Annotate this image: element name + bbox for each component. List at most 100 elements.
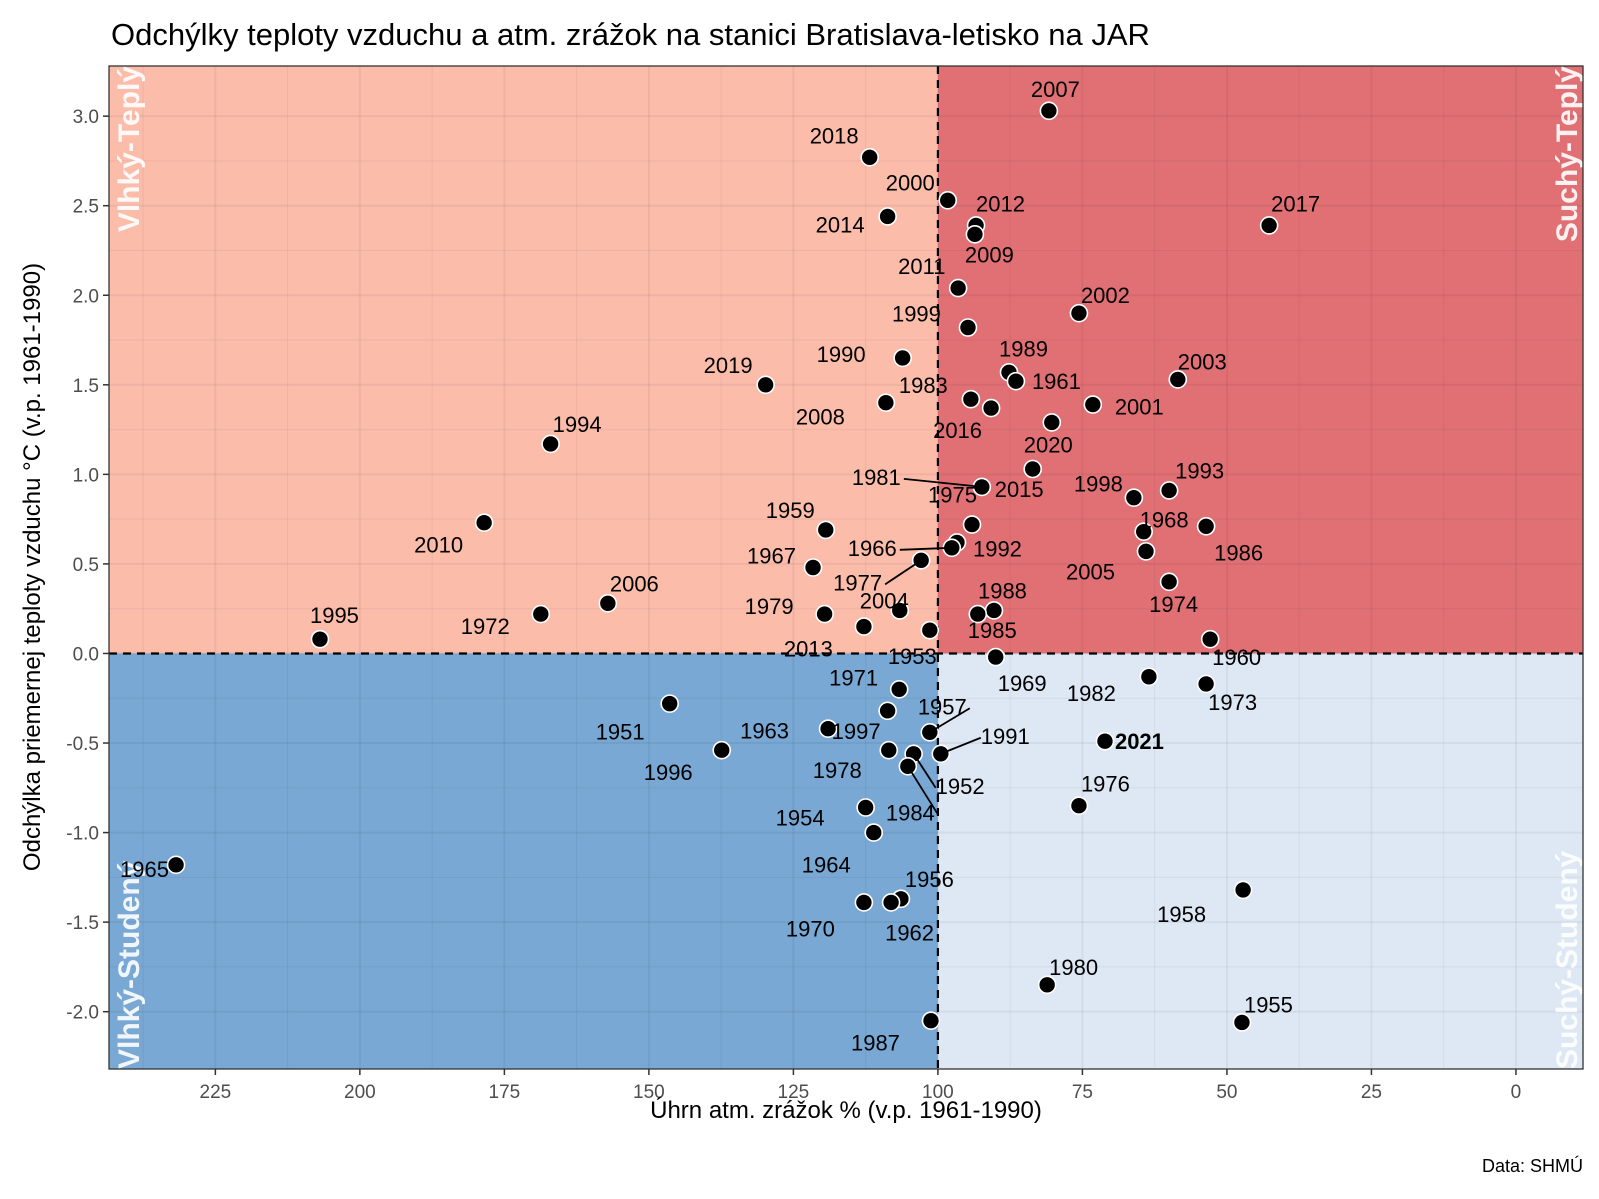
data-point-2020 [1042, 413, 1062, 432]
point-label-1976: 1976 [1081, 772, 1130, 797]
point-label-1965: 1965 [120, 857, 169, 882]
point-label-1988: 1988 [978, 578, 1027, 603]
quadrant-suchy-studeny [937, 653, 1583, 1069]
point-label-1997: 1997 [832, 719, 881, 744]
data-point-1975 [962, 515, 982, 534]
data-point-2009 [965, 225, 985, 244]
point-label-2009: 2009 [965, 242, 1014, 267]
chart-title: Odchýlky teploty vzduchu a atm. zrážok n… [111, 17, 1150, 52]
data-point-2013 [854, 617, 874, 636]
point-label-1998: 1998 [1074, 472, 1123, 497]
data-point-1961 [1006, 371, 1026, 391]
y-axis: -2.0 -1.5 -1.0 -0.5 0.0 0.5 1.0 1.5 2.0 2.5 3.0 [66, 107, 109, 1024]
data-point-1978 [879, 740, 899, 760]
label-connector [929, 707, 971, 734]
data-point-2003 [1168, 370, 1188, 389]
x-axis: 225 200 175 150 125 100 75 50 25 0 [200, 1069, 1521, 1103]
data-point-1994 [541, 434, 560, 454]
data-point-1973 [1196, 674, 1216, 694]
point-label-2005: 2005 [1066, 559, 1115, 584]
point-label-1951: 1951 [596, 720, 645, 745]
data-point-1963 [818, 719, 838, 738]
x-axis-title: Úhrn atm. zrážok % (v.p. 1961-1990) [650, 1097, 1042, 1124]
data-point-1987 [921, 1011, 941, 1030]
data-point-1958 [1233, 880, 1253, 900]
data-point-1974 [1159, 572, 1179, 592]
point-label-1963: 1963 [740, 719, 789, 744]
y-tick-label: -0.5 [66, 734, 99, 755]
point-label-2017: 2017 [1271, 191, 1320, 216]
y-tick-label: -1.0 [66, 824, 99, 845]
data-point-1969 [986, 647, 1006, 667]
point-label-1979: 1979 [745, 594, 794, 619]
data-point-1954 [856, 798, 875, 817]
data-point-1995 [310, 629, 330, 649]
point-labels: 2007 2018 2000 2014 2012 2009 2017 2011 2002 1999… [120, 77, 1320, 1056]
data-point-2019 [756, 375, 775, 395]
point-label-2021: 2021 [1115, 729, 1164, 754]
point-label-1969: 1969 [998, 671, 1047, 696]
data-point-1951 [660, 694, 679, 713]
point-label-2007: 2007 [1031, 77, 1080, 102]
data-point-2000 [938, 191, 958, 210]
data-point-2010 [474, 513, 494, 533]
y-tick-label: 0.0 [73, 644, 99, 665]
point-label-1981: 1981 [852, 465, 901, 490]
data-point-2016 [981, 398, 1001, 418]
point-label-1968: 1968 [1140, 508, 1189, 533]
point-label-1962: 1962 [885, 920, 934, 945]
point-label-1971: 1971 [829, 665, 878, 690]
point-label-1952: 1952 [936, 774, 985, 799]
data-point-1970 [854, 893, 874, 912]
point-label-1970: 1970 [786, 916, 835, 941]
data-point-1971 [889, 679, 909, 699]
point-label-2002: 2002 [1081, 283, 1130, 308]
quadrant-label-vlhky-studeny: Vlhký-Studený [113, 860, 146, 1069]
data-point-1993 [1159, 481, 1179, 500]
point-label-1999: 1999 [892, 301, 941, 326]
data-point-1959 [816, 520, 836, 540]
x-tick-label: 150 [633, 1082, 665, 1103]
point-label-2006: 2006 [610, 571, 659, 596]
data-point-2018 [860, 148, 879, 167]
x-tick-label: 225 [200, 1082, 232, 1103]
point-label-2011: 2011 [898, 254, 945, 279]
x-tick-label: 25 [1361, 1082, 1382, 1103]
label-connector [899, 546, 952, 551]
data-point-2007 [1039, 101, 1059, 121]
point-label-1975: 1975 [928, 483, 977, 508]
x-tick-label: 50 [1216, 1082, 1237, 1103]
point-label-1966: 1966 [848, 536, 897, 561]
point-label-1985: 1985 [968, 618, 1017, 643]
label-connector [903, 478, 982, 488]
y-tick-label: -2.0 [66, 1003, 99, 1024]
point-label-1956: 1956 [905, 867, 954, 892]
point-label-2008: 2008 [796, 405, 845, 430]
data-point-1985 [968, 604, 988, 624]
data-point-1972 [531, 604, 551, 624]
caption: Data: SHMÚ [1482, 1155, 1583, 1176]
data-point-2021 [1095, 731, 1115, 751]
point-label-1982: 1982 [1067, 681, 1116, 706]
data-point-1968 [1134, 522, 1153, 541]
point-label-2004: 2004 [860, 588, 909, 613]
data-point-2014 [878, 207, 897, 226]
data-point-1999 [958, 318, 978, 337]
point-label-2018: 2018 [810, 123, 859, 148]
y-axis-title: Odchýlka priemernej teploty vzduchu °C (… [19, 263, 46, 871]
x-tick-label: 75 [1072, 1082, 1093, 1103]
point-label-1983: 1983 [899, 373, 948, 398]
point-label-1987: 1987 [851, 1031, 900, 1056]
quadrant-vlhky-studeny [109, 653, 938, 1069]
y-tick-label: 1.0 [73, 465, 99, 486]
quadrant-suchy-teply [937, 66, 1583, 654]
data-point-1982 [1139, 667, 1159, 687]
point-label-1995: 1995 [310, 603, 359, 628]
point-label-2020: 2020 [1024, 432, 1073, 457]
data-point-1967 [803, 558, 823, 577]
x-tick-label: 100 [922, 1082, 954, 1103]
data-point-2017 [1259, 216, 1279, 235]
y-tick-label: 2.0 [73, 286, 99, 307]
point-label-1955: 1955 [1244, 992, 1293, 1017]
